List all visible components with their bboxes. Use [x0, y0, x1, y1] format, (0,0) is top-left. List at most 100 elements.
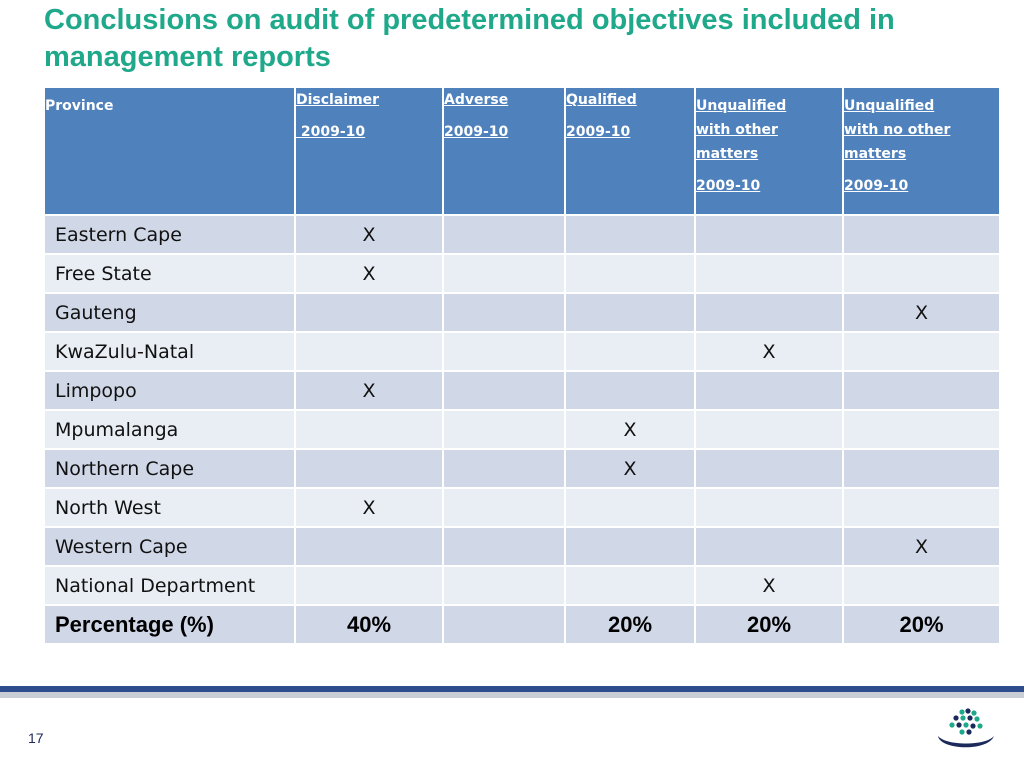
adverse-cell	[442, 409, 566, 450]
header-disclaimer-year: 2009-10	[296, 124, 366, 140]
adverse-cell	[442, 448, 566, 489]
qualified-cell: X	[564, 448, 696, 489]
header-unqualified-other-line2: with other	[696, 122, 778, 138]
adverse-cell	[442, 526, 566, 567]
disclaimer-cell	[294, 448, 444, 489]
adverse-cell	[442, 292, 566, 333]
unqualified-no-other-percentage: 20%	[842, 604, 1001, 645]
header-unqualified-no-other-line1: Unqualified	[844, 98, 935, 114]
unqualified-other-percentage: 20%	[694, 604, 844, 645]
qualified-cell	[564, 565, 696, 606]
disclaimer-cell: X	[294, 370, 444, 411]
province-cell: National Department	[43, 565, 296, 606]
adverse-cell	[442, 214, 566, 255]
disclaimer-cell	[294, 565, 444, 606]
unqualified-other-cell: X	[694, 565, 844, 606]
header-unqualified-with-other-matters: Unqualified with other matters 2009-10	[694, 86, 844, 216]
unqualified-other-cell	[694, 214, 844, 255]
unqualified-other-cell	[694, 253, 844, 294]
header-unqualified-no-other-year: 2009-10	[844, 178, 909, 194]
table-row: Mpumalanga X	[43, 409, 1001, 450]
qualified-cell	[564, 331, 696, 372]
organization-logo-icon	[938, 708, 994, 748]
qualified-cell	[564, 370, 696, 411]
disclaimer-percentage: 40%	[294, 604, 444, 645]
province-cell: Limpopo	[43, 370, 296, 411]
adverse-cell	[442, 487, 566, 528]
header-unqualified-no-other-line3: matters	[844, 146, 907, 162]
unqualified-no-other-cell: X	[842, 526, 1001, 567]
unqualified-other-cell	[694, 409, 844, 450]
unqualified-no-other-cell	[842, 409, 1001, 450]
unqualified-no-other-cell	[842, 448, 1001, 489]
footer-divider-shadow	[0, 692, 1024, 698]
disclaimer-cell: X	[294, 214, 444, 255]
adverse-cell	[442, 370, 566, 411]
unqualified-other-cell: X	[694, 331, 844, 372]
header-unqualified-other-year: 2009-10	[696, 178, 761, 194]
disclaimer-cell: X	[294, 253, 444, 294]
header-unqualified-other-line1: Unqualified	[696, 98, 787, 114]
qualified-cell	[564, 526, 696, 567]
unqualified-other-cell	[694, 370, 844, 411]
page-number: 17	[28, 730, 44, 746]
header-adverse: Adverse 2009-10	[442, 86, 566, 216]
unqualified-no-other-cell	[842, 565, 1001, 606]
table-row: Free State X	[43, 253, 1001, 294]
table-row: Limpopo X	[43, 370, 1001, 411]
disclaimer-cell	[294, 526, 444, 567]
unqualified-other-cell	[694, 487, 844, 528]
audit-conclusions-table: Province Disclaimer 2009-10 Adverse 2009…	[43, 86, 1001, 645]
unqualified-other-cell	[694, 526, 844, 567]
table-row: KwaZulu-Natal X	[43, 331, 1001, 372]
header-adverse-year: 2009-10	[444, 124, 509, 140]
header-unqualified-with-no-other-matters: Unqualified with no other matters 2009-1…	[842, 86, 1001, 216]
table-header-row: Province Disclaimer 2009-10 Adverse 2009…	[43, 86, 1001, 216]
disclaimer-cell	[294, 292, 444, 333]
qualified-cell: X	[564, 409, 696, 450]
qualified-cell	[564, 214, 696, 255]
unqualified-no-other-cell: X	[842, 292, 1001, 333]
province-cell: Northern Cape	[43, 448, 296, 489]
adverse-cell	[442, 565, 566, 606]
header-disclaimer: Disclaimer 2009-10	[294, 86, 444, 216]
unqualified-other-cell	[694, 292, 844, 333]
qualified-cell	[564, 292, 696, 333]
header-unqualified-no-other-line2: with no other	[844, 122, 951, 138]
table-row: Western Cape X	[43, 526, 1001, 567]
unqualified-no-other-cell	[842, 253, 1001, 294]
disclaimer-cell	[294, 409, 444, 450]
slide-title: Conclusions on audit of predetermined ob…	[44, 4, 895, 73]
footer-divider-bar	[0, 686, 1024, 692]
header-disclaimer-label: Disclaimer	[296, 92, 380, 108]
province-cell: Mpumalanga	[43, 409, 296, 450]
table-row: Northern Cape X	[43, 448, 1001, 489]
disclaimer-cell: X	[294, 487, 444, 528]
unqualified-no-other-cell	[842, 487, 1001, 528]
unqualified-no-other-cell	[842, 370, 1001, 411]
percentage-total-row: Percentage (%) 40% 20% 20% 20%	[43, 604, 1001, 645]
header-qualified-label: Qualified	[566, 92, 637, 108]
header-province: Province	[43, 86, 296, 216]
disclaimer-cell	[294, 331, 444, 372]
unqualified-no-other-cell	[842, 214, 1001, 255]
header-qualified-year: 2009-10	[566, 124, 631, 140]
table-row: North West X	[43, 487, 1001, 528]
unqualified-other-cell	[694, 448, 844, 489]
qualified-percentage: 20%	[564, 604, 696, 645]
province-cell: KwaZulu-Natal	[43, 331, 296, 372]
header-unqualified-other-line3: matters	[696, 146, 759, 162]
province-cell: Free State	[43, 253, 296, 294]
province-cell: North West	[43, 487, 296, 528]
table-row: National Department X	[43, 565, 1001, 606]
province-cell: Western Cape	[43, 526, 296, 567]
table-row: Eastern Cape X	[43, 214, 1001, 255]
table-row: Gauteng X	[43, 292, 1001, 333]
header-qualified: Qualified 2009-10	[564, 86, 696, 216]
header-adverse-label: Adverse	[444, 92, 509, 108]
province-cell: Gauteng	[43, 292, 296, 333]
qualified-cell	[564, 253, 696, 294]
percentage-label: Percentage (%)	[43, 604, 296, 645]
qualified-cell	[564, 487, 696, 528]
adverse-percentage	[442, 604, 566, 645]
